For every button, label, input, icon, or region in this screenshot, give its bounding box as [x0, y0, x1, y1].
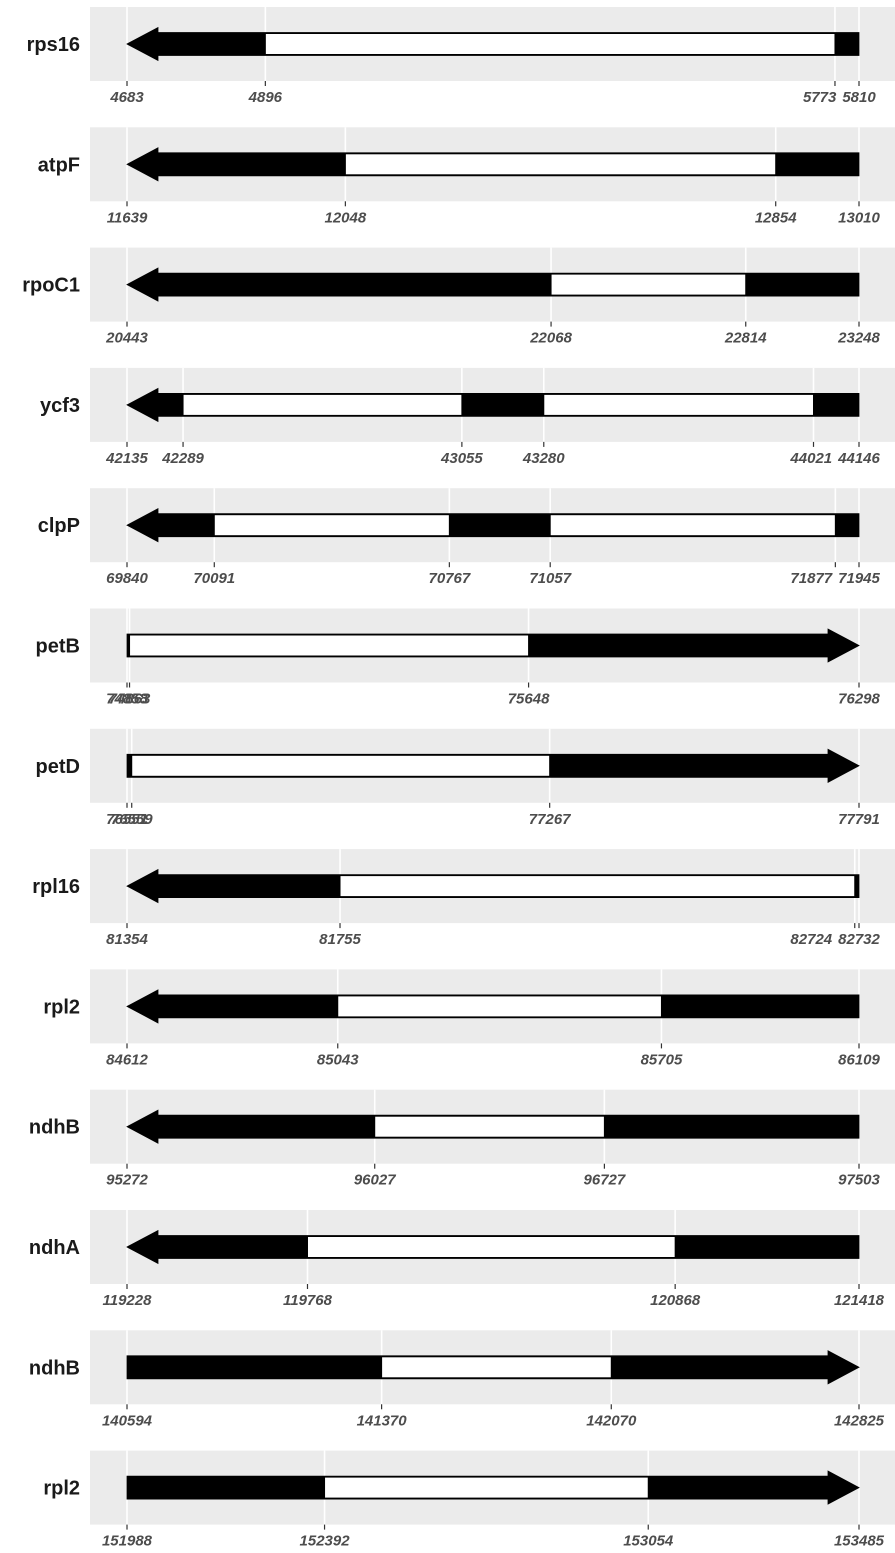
tick-label: 96027 — [354, 1172, 396, 1189]
gene-row-rps16: rps16 4683 4896 5773 5810 — [27, 7, 895, 106]
tick-label: 5810 — [842, 89, 876, 106]
tick-label: 120868 — [650, 1292, 701, 1309]
intron — [213, 514, 450, 537]
tick-label: 84612 — [106, 1051, 148, 1068]
gene-label: rpl16 — [32, 876, 80, 898]
gene-label: petB — [36, 636, 80, 658]
tick-label: 76559 — [111, 811, 153, 828]
tick-label: 12854 — [755, 209, 797, 226]
tick-label: 81755 — [319, 931, 361, 948]
intron — [344, 153, 777, 176]
tick-label: 4896 — [248, 89, 283, 106]
tick-label: 71945 — [838, 570, 880, 587]
tick-label: 96727 — [584, 1172, 626, 1189]
gene-label: rpl2 — [43, 996, 80, 1018]
intron — [131, 754, 551, 777]
tick-label: 77791 — [838, 811, 880, 828]
gene-row-clpP: clpP 69840 70091 70767 71057 71877 71945 — [38, 488, 895, 587]
intron — [182, 393, 463, 416]
tick-label: 82724 — [790, 931, 832, 948]
tick-label: 12048 — [325, 209, 367, 226]
tick-label: 95272 — [106, 1172, 148, 1189]
gene-row-ndhA: ndhA 119228 119768 120868 121418 — [29, 1210, 895, 1309]
gene-row-ndhB: ndhB 95272 96027 96727 97503 — [29, 1089, 895, 1189]
tick-label: 43055 — [440, 450, 483, 467]
tick-label: 22068 — [529, 330, 572, 347]
tick-label: 5773 — [803, 89, 837, 106]
tick-label: 152392 — [300, 1533, 351, 1550]
gene-label: ycf3 — [40, 395, 80, 417]
tick-label: 71057 — [529, 570, 571, 587]
tick-label: 74858 — [106, 691, 148, 708]
intron — [306, 1236, 676, 1258]
gene-row-atpF: atpF 11639 12048 12854 13010 — [38, 127, 895, 226]
gene-row-rpl16: rpl16 81354 81755 82724 82732 — [32, 849, 895, 948]
tick-label: 74863 — [109, 691, 151, 708]
gene-row-rpl2: rpl2 84612 85043 85705 86109 — [43, 969, 895, 1068]
tick-label: 77267 — [529, 811, 571, 828]
intron — [339, 875, 856, 898]
intron — [337, 995, 662, 1018]
gene-label: petD — [36, 756, 80, 778]
gene-row-rpoC1: rpoC1 20443 22068 22814 23248 — [22, 247, 895, 347]
tick-label: 97503 — [838, 1172, 880, 1189]
intron — [550, 273, 747, 296]
tick-label: 44021 — [789, 450, 832, 467]
tick-label: 153054 — [623, 1533, 674, 1550]
gene-row-rpl2: rpl2 151988 152392 153054 153485 — [43, 1450, 895, 1550]
gene-label: ndhB — [29, 1117, 80, 1139]
tick-label: 151988 — [102, 1533, 153, 1550]
gene-label: ndhB — [29, 1357, 80, 1379]
tick-label: 43280 — [522, 450, 565, 467]
tick-label: 121418 — [834, 1292, 885, 1309]
tick-label: 20443 — [105, 330, 148, 347]
tick-label: 69840 — [106, 570, 148, 587]
tick-label: 86109 — [838, 1051, 880, 1068]
gene-body — [126, 267, 860, 302]
intron — [129, 634, 530, 657]
tick-label: 70091 — [193, 570, 235, 587]
tick-label: 42289 — [161, 450, 204, 467]
tick-label: 82732 — [838, 931, 880, 948]
tick-label: 13010 — [838, 209, 880, 226]
tick-label: 85043 — [317, 1051, 359, 1068]
gene-row-ycf3: ycf3 42135 42289 43055 43280 44021 44146 — [40, 367, 895, 467]
tick-label: 71877 — [790, 570, 832, 587]
tick-label: 23248 — [837, 330, 880, 347]
tick-label: 119768 — [283, 1292, 333, 1309]
gene-label: atpF — [38, 154, 80, 176]
gene-label: rpl2 — [43, 1478, 80, 1500]
tick-label: 22814 — [724, 330, 767, 347]
gene-label: ndhA — [29, 1237, 80, 1259]
intron — [264, 33, 836, 55]
intron — [381, 1356, 612, 1379]
tick-label: 75648 — [508, 691, 550, 708]
intron — [324, 1476, 649, 1499]
tick-label: 44146 — [837, 450, 880, 467]
tick-label: 81354 — [106, 931, 148, 948]
intron — [543, 393, 815, 416]
tick-label: 141370 — [357, 1412, 408, 1429]
tick-label: 4683 — [109, 89, 144, 106]
tick-label: 153485 — [834, 1533, 885, 1550]
intron — [374, 1115, 605, 1138]
tick-label: 42135 — [105, 450, 148, 467]
tick-label: 70767 — [428, 570, 470, 587]
tick-label: 76298 — [838, 691, 880, 708]
gene-label: clpP — [38, 515, 80, 537]
tick-label: 142070 — [586, 1412, 637, 1429]
gene-row-ndhB: ndhB 140594 141370 142070 142825 — [29, 1330, 895, 1429]
gene-label: rpoC1 — [22, 275, 80, 297]
gene-label: rps16 — [27, 34, 80, 56]
tick-label: 140594 — [102, 1412, 153, 1429]
tick-label: 11639 — [107, 209, 148, 226]
tick-label: 119228 — [103, 1292, 153, 1309]
tick-label: 85705 — [641, 1051, 683, 1068]
tick-label: 142825 — [834, 1412, 885, 1429]
tick-label: 76551 — [106, 811, 148, 828]
intron — [549, 514, 836, 537]
